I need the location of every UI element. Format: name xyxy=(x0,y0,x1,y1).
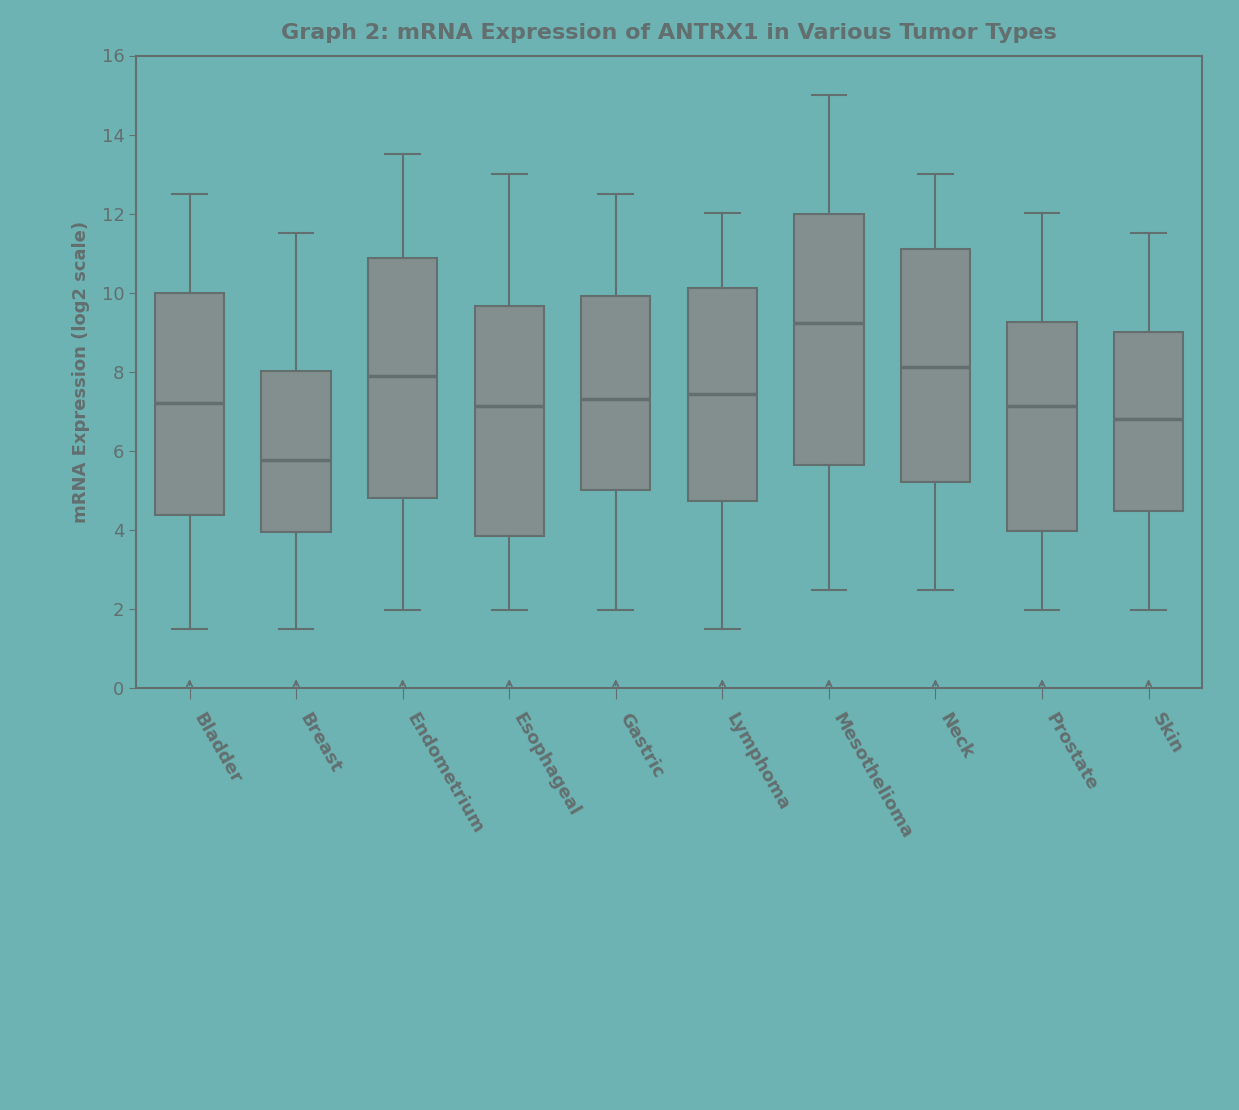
Text: Gastric: Gastric xyxy=(616,710,668,781)
PathPatch shape xyxy=(1114,332,1183,511)
Y-axis label: mRNA Expression (log2 scale): mRNA Expression (log2 scale) xyxy=(73,221,90,523)
PathPatch shape xyxy=(1007,322,1077,531)
PathPatch shape xyxy=(368,258,437,498)
Text: Skin: Skin xyxy=(1149,710,1186,757)
PathPatch shape xyxy=(901,249,970,483)
PathPatch shape xyxy=(475,306,544,536)
PathPatch shape xyxy=(794,214,864,465)
PathPatch shape xyxy=(581,295,650,491)
Title: Graph 2: mRNA Expression of ANTRX1 in Various Tumor Types: Graph 2: mRNA Expression of ANTRX1 in Va… xyxy=(281,23,1057,43)
Text: Endometrium: Endometrium xyxy=(403,710,487,837)
Text: Mesothelioma: Mesothelioma xyxy=(829,710,916,842)
Text: Breast: Breast xyxy=(296,710,344,777)
Text: Bladder: Bladder xyxy=(190,710,244,787)
Text: Prostate: Prostate xyxy=(1042,710,1100,794)
PathPatch shape xyxy=(688,289,757,502)
Text: Neck: Neck xyxy=(935,710,976,763)
Text: Lymphoma: Lymphoma xyxy=(722,710,793,814)
PathPatch shape xyxy=(261,371,331,532)
Text: Esophageal: Esophageal xyxy=(509,710,582,820)
PathPatch shape xyxy=(155,293,224,515)
